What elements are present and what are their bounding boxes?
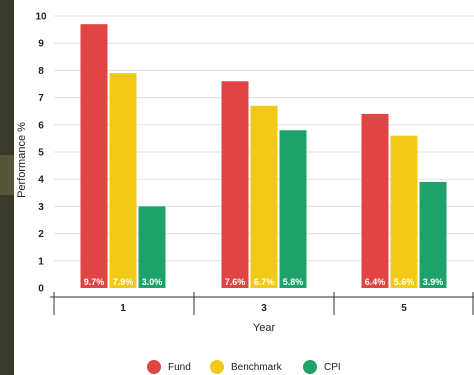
bar-cpi-5 xyxy=(419,181,447,288)
data-label: 5.6% xyxy=(394,277,415,287)
x-tick-label: 1 xyxy=(120,303,126,314)
bar-benchmark-3 xyxy=(250,105,278,288)
y-tick-label: 8 xyxy=(38,66,44,77)
bars: 9.7% 7.9% 3.0% 7.6% 6.7% 5.8% 6.4% 5.6% 3.9% xyxy=(80,24,447,289)
legend-marker-fund xyxy=(147,360,161,374)
y-tick-label: 9 xyxy=(38,39,44,50)
y-tick-label: 6 xyxy=(38,120,44,131)
chart-card: 9.7% 7.9% 3.0% 7.6% 6.7% 5.8% 6.4% 5.6% 3.9% 0 1 2… xyxy=(14,0,474,375)
bar-chart: 9.7% 7.9% 3.0% 7.6% 6.7% 5.8% 6.4% 5.6% 3.9% 0 1 2… xyxy=(16,12,474,374)
y-tick-label: 0 xyxy=(38,284,44,295)
axes: 0 1 2 3 4 5 6 7 8 9 10 1 3 5 xyxy=(35,12,474,315)
legend-label-cpi: CPI xyxy=(324,362,341,373)
data-label: 7.6% xyxy=(225,277,246,287)
legend: Fund Benchmark CPI xyxy=(147,360,341,374)
bar-fund-5 xyxy=(361,113,389,288)
bar-benchmark-1 xyxy=(109,73,137,289)
data-label: 6.7% xyxy=(254,277,275,287)
data-label: 7.9% xyxy=(113,277,134,287)
legend-label-benchmark: Benchmark xyxy=(231,362,283,373)
data-label: 3.9% xyxy=(423,277,444,287)
data-label: 9.7% xyxy=(84,277,105,287)
bar-fund-3 xyxy=(221,81,249,288)
bar-cpi-1 xyxy=(138,206,166,288)
data-label: 5.8% xyxy=(283,277,304,287)
y-tick-label: 5 xyxy=(38,148,44,159)
y-tick-label: 7 xyxy=(38,93,44,104)
y-axis-title: Performance % xyxy=(16,122,28,198)
bar-benchmark-5 xyxy=(390,135,418,288)
data-label: 6.4% xyxy=(365,277,386,287)
data-label: 3.0% xyxy=(142,277,163,287)
y-tick-label: 4 xyxy=(38,175,44,186)
x-tick-label: 3 xyxy=(261,303,267,314)
x-axis-title: Year xyxy=(253,322,276,334)
y-tick-label: 2 xyxy=(38,229,44,240)
y-tick-label: 10 xyxy=(35,12,47,23)
x-tick-label: 5 xyxy=(401,303,407,314)
y-tick-label: 3 xyxy=(38,202,44,213)
legend-marker-cpi xyxy=(303,360,317,374)
y-tick-label: 1 xyxy=(38,256,44,267)
bar-cpi-3 xyxy=(279,130,307,288)
bar-fund-1 xyxy=(80,24,108,288)
legend-marker-benchmark xyxy=(210,360,224,374)
legend-label-fund: Fund xyxy=(168,362,191,373)
